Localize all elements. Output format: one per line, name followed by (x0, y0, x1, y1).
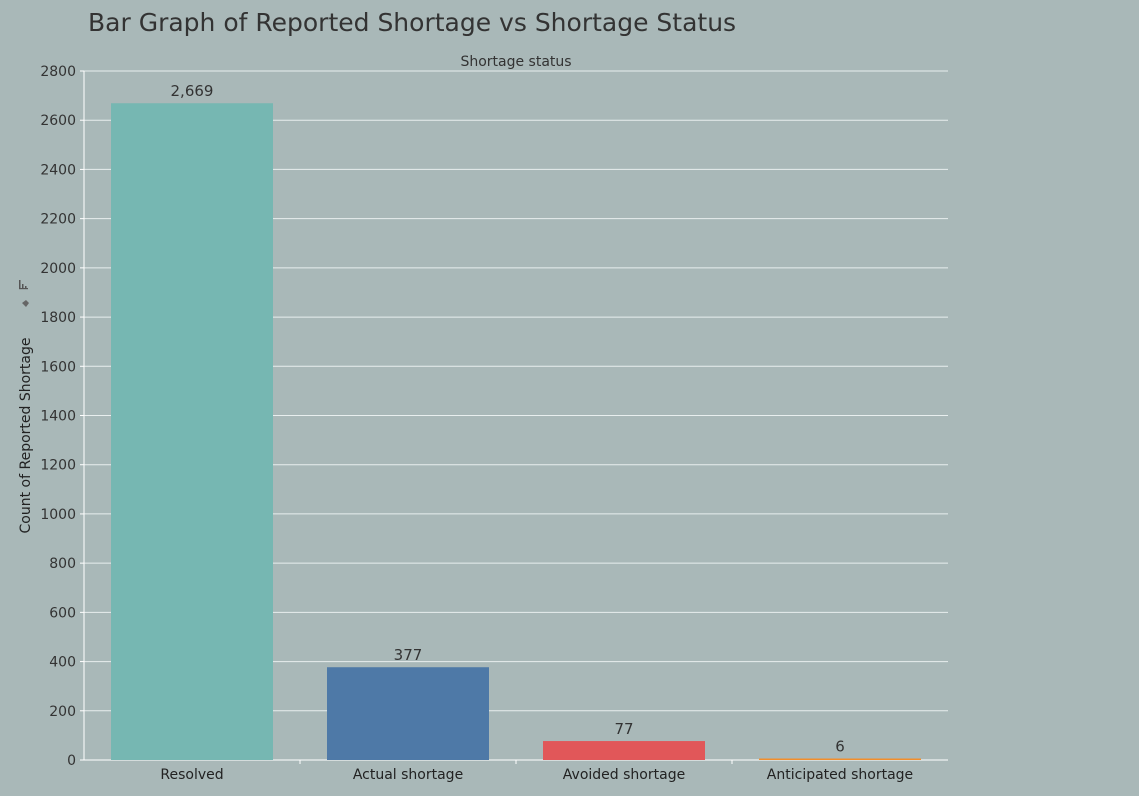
x-tick-label: Actual shortage (353, 767, 463, 783)
y-tick-label: 200 (49, 704, 76, 720)
y-tick-label: 1800 (40, 310, 76, 326)
y-tick-label: 2800 (40, 64, 76, 80)
y-tick-label: 1200 (40, 458, 76, 474)
bar-actual-shortage (327, 667, 489, 760)
data-label: 6 (835, 738, 845, 756)
x-tick-label: Avoided shortage (563, 767, 685, 783)
y-tick-label: 1600 (40, 359, 76, 375)
data-label: 377 (394, 646, 423, 664)
bar-anticipated-shortage (759, 758, 921, 760)
y-tick-label: 1000 (40, 507, 76, 523)
data-label: 2,669 (171, 82, 214, 100)
chart-title: Bar Graph of Reported Shortage vs Shorta… (88, 8, 737, 37)
y-tick-label: 2200 (40, 212, 76, 228)
bar-avoided-shortage (543, 741, 705, 760)
y-tick-label: 0 (67, 753, 76, 769)
x-tick-label: Resolved (160, 767, 223, 783)
axis-tools (17, 279, 33, 315)
sort-icon[interactable] (17, 279, 33, 315)
column-header: Shortage status (460, 54, 571, 70)
y-tick-label: 2600 (40, 113, 76, 129)
y-tick-label: 2400 (40, 162, 76, 178)
y-tick-label: 400 (49, 655, 76, 671)
pin-icon[interactable] (17, 297, 33, 313)
data-label: 77 (614, 720, 633, 738)
y-tick-label: 2000 (40, 261, 76, 277)
y-tick-label: 600 (49, 605, 76, 621)
y-tick-label: 1400 (40, 409, 76, 425)
bar-resolved (111, 103, 273, 761)
y-tick-label: 800 (49, 556, 76, 572)
x-tick-label: Anticipated shortage (767, 767, 913, 783)
y-axis-label: Count of Reported Shortage (18, 338, 34, 534)
